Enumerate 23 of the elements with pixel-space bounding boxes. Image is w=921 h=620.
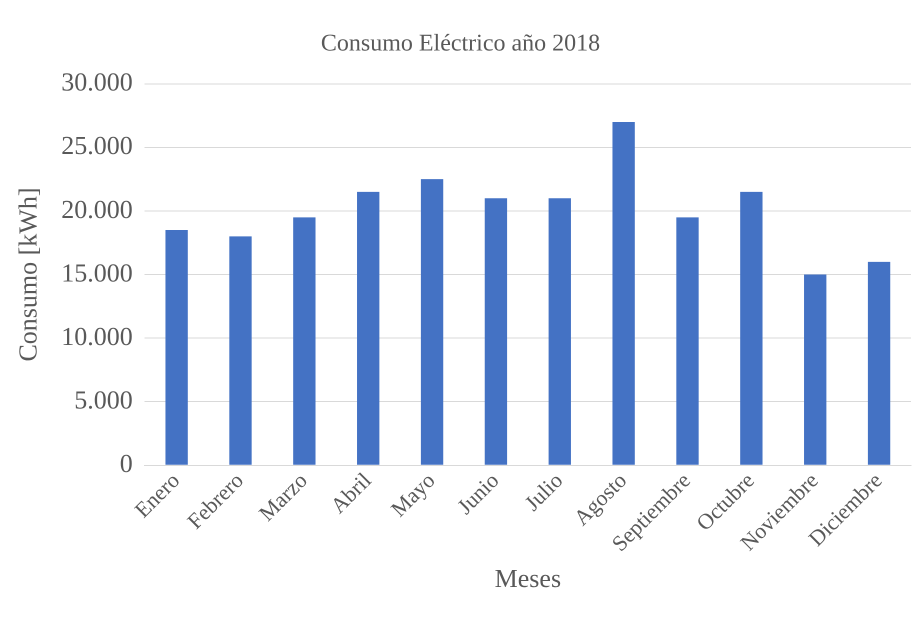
y-tick-label: 30.000 bbox=[61, 68, 133, 97]
bar bbox=[165, 230, 188, 465]
bar bbox=[484, 198, 508, 465]
bar bbox=[612, 122, 635, 465]
y-tick-label: 25.000 bbox=[61, 131, 133, 160]
bar bbox=[229, 236, 252, 465]
chart-title: Consumo Eléctrico año 2018 bbox=[320, 30, 600, 57]
y-tick-label: 15.000 bbox=[61, 258, 133, 288]
bar bbox=[548, 198, 571, 465]
x-tick-label: Julio bbox=[519, 468, 568, 516]
y-tick-label: 0 bbox=[120, 449, 133, 478]
bar bbox=[293, 217, 316, 465]
y-axis-title: Consumo [kWh] bbox=[13, 188, 42, 362]
bar bbox=[676, 217, 699, 465]
y-tick-label: 20.000 bbox=[61, 194, 133, 224]
bar bbox=[740, 192, 763, 465]
bar bbox=[804, 274, 826, 465]
y-tick-label: 10.000 bbox=[61, 322, 133, 351]
bar bbox=[420, 179, 444, 465]
x-axis-title: Meses bbox=[494, 564, 562, 594]
bar bbox=[357, 192, 380, 465]
bar bbox=[868, 262, 890, 465]
y-tick-label: 5.000 bbox=[74, 386, 133, 415]
